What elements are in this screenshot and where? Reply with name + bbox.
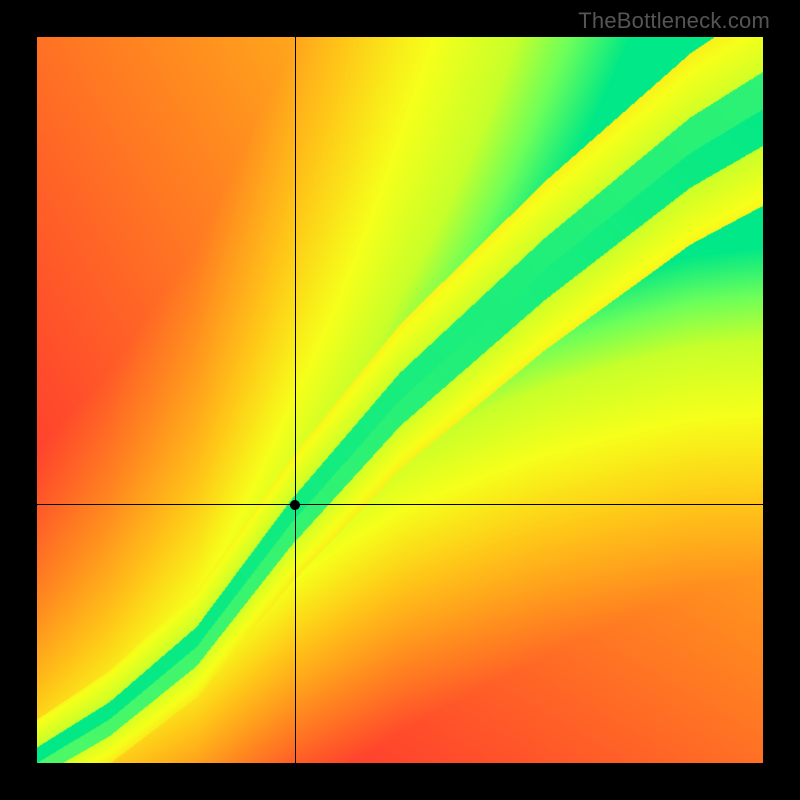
- crosshair-vertical: [295, 37, 296, 763]
- heatmap-canvas: [37, 37, 763, 763]
- plot-area: [37, 37, 763, 763]
- chart-container: { "watermark": { "text": "TheBottleneck.…: [0, 0, 800, 800]
- crosshair-horizontal: [37, 504, 763, 505]
- crosshair-marker: [290, 500, 300, 510]
- watermark-text: TheBottleneck.com: [578, 8, 770, 34]
